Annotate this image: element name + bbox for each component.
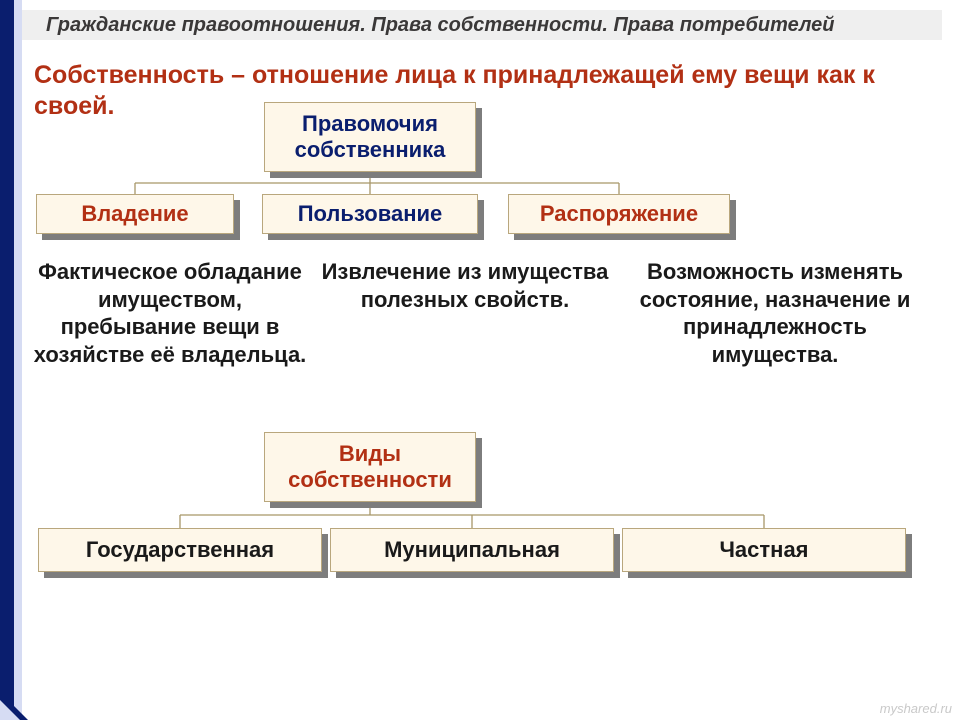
type-state-label: Государственная bbox=[38, 528, 322, 572]
usage-label: Пользование bbox=[262, 194, 478, 234]
side-accent-bar bbox=[0, 0, 14, 720]
side-accent-light bbox=[14, 0, 22, 720]
page-header: Гражданские правоотношения. Права собств… bbox=[22, 10, 942, 40]
types-root-label: Виды собственности bbox=[264, 432, 476, 502]
disposal-desc: Возможность изменять состояние, назначен… bbox=[620, 258, 930, 368]
ownership-label: Владение bbox=[36, 194, 234, 234]
types-root-box: Виды собственности bbox=[264, 432, 476, 502]
usage-box: Пользование bbox=[262, 194, 478, 234]
rights-root-label: Правомочия собственника bbox=[264, 102, 476, 172]
corner-fold-icon bbox=[0, 692, 28, 720]
usage-desc: Извлечение из имущества полезных свойств… bbox=[320, 258, 610, 313]
type-state-box: Государственная bbox=[38, 528, 322, 572]
disposal-box: Распоряжение bbox=[508, 194, 730, 234]
ownership-desc: Фактическое обладание имуществом, пребыв… bbox=[30, 258, 310, 368]
type-municipal-label: Муниципальная bbox=[330, 528, 614, 572]
type-municipal-box: Муниципальная bbox=[330, 528, 614, 572]
rights-root-box: Правомочия собственника bbox=[264, 102, 476, 172]
type-private-label: Частная bbox=[622, 528, 906, 572]
type-private-box: Частная bbox=[622, 528, 906, 572]
definition-text: Собственность – отношение лица к принадл… bbox=[34, 60, 934, 123]
watermark: myshared.ru bbox=[880, 701, 952, 716]
ownership-box: Владение bbox=[36, 194, 234, 234]
disposal-label: Распоряжение bbox=[508, 194, 730, 234]
page-title: Гражданские правоотношения. Права собств… bbox=[46, 14, 835, 37]
